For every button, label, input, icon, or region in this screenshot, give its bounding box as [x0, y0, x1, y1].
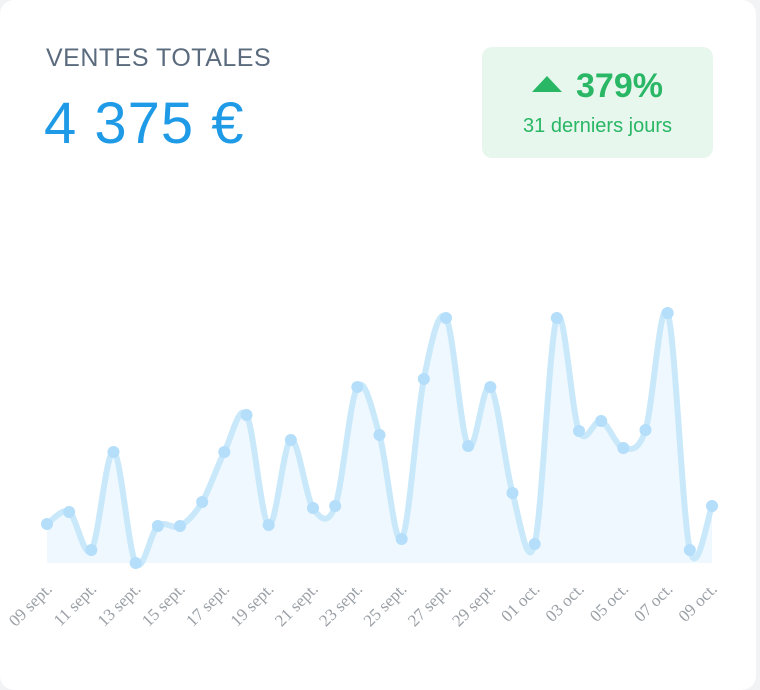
x-tick-label: 15 sept. — [138, 579, 189, 630]
data-point-27sept — [440, 312, 452, 324]
data-point-29sept — [484, 381, 497, 393]
data-point-21sept — [307, 502, 319, 514]
data-point-18sept — [240, 409, 253, 421]
data-point-08oct — [683, 544, 696, 556]
card-title: VENTES TOTALES — [46, 44, 272, 72]
x-tick-label: 09 sept. — [5, 579, 56, 630]
data-point-24sept — [373, 429, 386, 441]
period-label: 31 derniers jours — [523, 115, 672, 137]
data-point-06oct — [639, 424, 652, 436]
x-tick-label: 25 sept. — [360, 579, 411, 630]
sales-line-chart: 09 sept.11 sept.13 sept.15 sept.17 sept.… — [5, 307, 721, 630]
data-point-19sept — [262, 519, 275, 531]
data-point-22sept — [329, 500, 342, 512]
data-point-09sept — [41, 518, 53, 530]
x-tick-label: 27 sept. — [404, 579, 455, 630]
data-point-13sept — [129, 557, 142, 569]
x-tick-label: 29 sept. — [448, 579, 499, 630]
data-point-17sept — [218, 446, 231, 458]
change-badge: 379% 31 derniers jours — [482, 47, 713, 158]
data-point-01oct — [528, 538, 541, 550]
x-tick-label: 13 sept. — [94, 579, 145, 630]
x-tick-label: 01 oct. — [497, 579, 543, 625]
data-point-28sept — [462, 440, 475, 452]
x-tick-label: 17 sept. — [182, 579, 233, 630]
data-point-07oct — [661, 307, 674, 319]
x-tick-label: 05 oct. — [586, 579, 632, 625]
data-point-11sept — [85, 544, 98, 556]
x-tick-label: 19 sept. — [227, 579, 278, 630]
data-point-04oct — [595, 415, 608, 427]
x-tick-label: 03 oct. — [542, 579, 588, 625]
change-percent: 379% — [576, 67, 663, 105]
total-sales-value: 4 375 € — [44, 91, 245, 156]
data-point-30sept — [506, 487, 519, 499]
data-point-26sept — [417, 373, 430, 385]
data-point-10sept — [63, 506, 76, 518]
x-tick-label: 23 sept. — [315, 579, 366, 630]
data-point-20sept — [284, 434, 297, 446]
data-point-16sept — [196, 496, 209, 508]
data-point-02oct — [550, 312, 563, 324]
x-tick-label: 11 sept. — [50, 579, 100, 629]
data-point-25sept — [395, 533, 408, 545]
data-point-12sept — [107, 446, 120, 458]
x-tick-label: 09 oct. — [675, 579, 721, 625]
data-point-23sept — [351, 381, 364, 393]
data-point-14sept — [151, 520, 164, 532]
triangle-up-icon — [532, 76, 563, 93]
data-point-05oct — [617, 442, 630, 454]
x-tick-label: 07 oct. — [630, 579, 676, 625]
x-tick-label: 21 sept. — [271, 579, 322, 630]
data-point-15sept — [174, 520, 186, 532]
data-point-03oct — [573, 425, 585, 437]
data-point-09oct — [706, 500, 718, 512]
